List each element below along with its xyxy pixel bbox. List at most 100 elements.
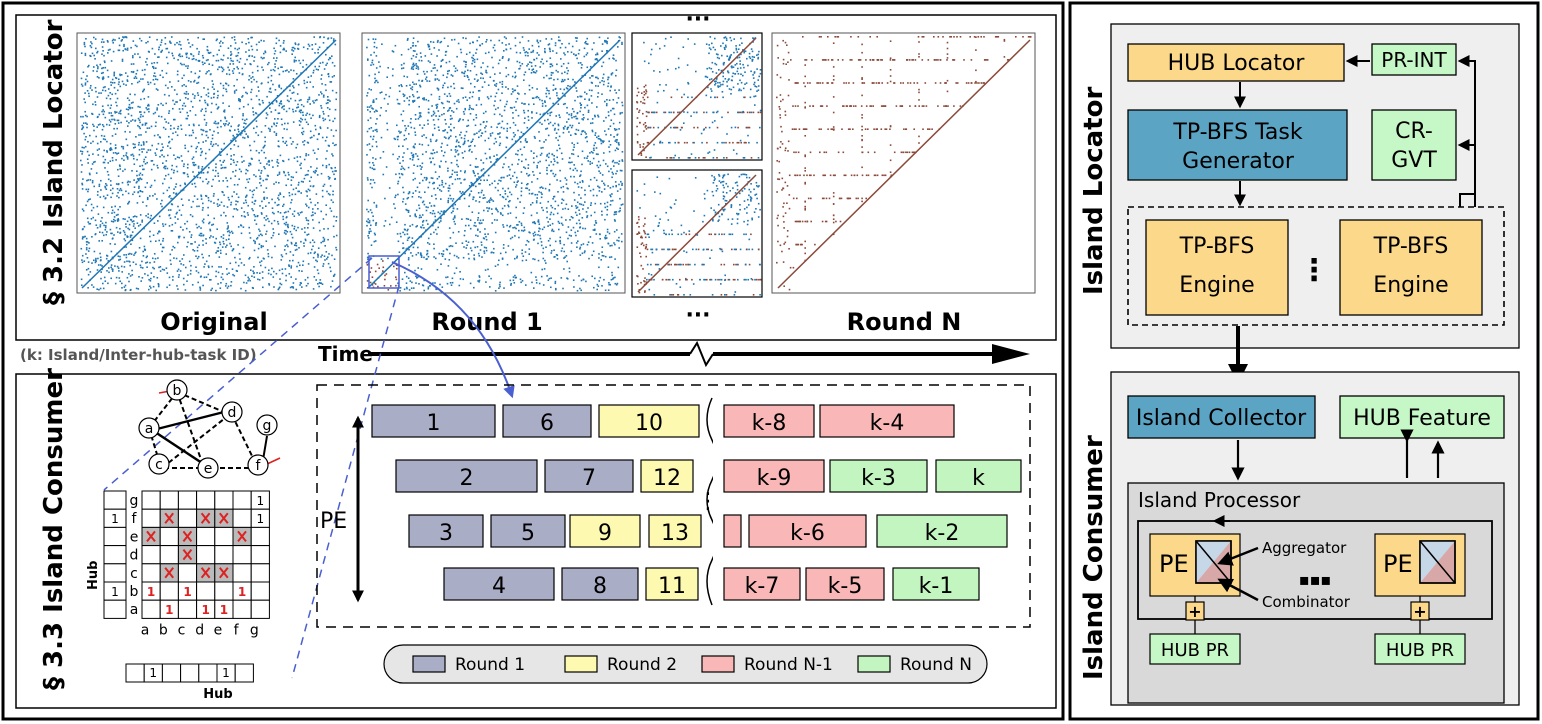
tpbfs-task-generator-line1: TP-BFS Task [1172,120,1302,145]
graph-node-c [148,453,170,475]
legend-swatch [857,655,891,673]
tpbfs-task-generator-box [1127,109,1348,181]
matrix-row-label: a [130,602,139,618]
graph-node-label: b [173,383,182,399]
schedule-cell [876,514,1008,548]
matrix-one: 1 [202,603,210,617]
schedule-cell-label: k-5 [828,574,863,599]
hub-pr-2-label: HUB PR [1386,640,1454,661]
schedule-cell [723,404,815,438]
time-label: Time [318,342,373,366]
schedule-cell-label: 4 [492,574,506,599]
schedule-gap-dots: ⋮ [697,489,719,514]
hub-bottom-value: 1 [222,666,230,680]
graph-node-f [247,454,269,476]
matrix-row-label: b [130,584,139,600]
schedule-cell [645,567,699,601]
schedule-cell-label: k-3 [861,466,896,491]
hub-bottom-value: 1 [149,666,157,680]
schedule-cell-label: k-4 [870,411,905,436]
matrix-one: 1 [220,603,228,617]
schedule-cell-label: 1 [427,411,441,436]
schedule-cell-label: k-2 [925,521,960,546]
matrix-one: 1 [147,585,155,599]
plot-original [76,32,341,294]
hub-left-value: 1 [111,512,119,526]
pr-int-label: PR-INT [1381,48,1447,72]
cr-gvt-line1: CR- [1395,119,1433,144]
hub-locator-box [1127,43,1345,82]
legend-swatch [701,655,735,673]
graph-node-g [256,414,278,436]
cr-gvt-line2: GVT [1391,148,1437,173]
plot-mini-bottom [631,169,763,298]
schedule-cell [648,514,702,548]
schedule-cell [598,404,700,438]
hub-feature-box [1339,395,1505,439]
plot-round-1 [361,32,626,294]
right-locator-side-label: Island Locator [1079,87,1109,295]
island-collector-label: Island Collector [1136,406,1307,431]
pe-1-label: PE [1159,550,1189,578]
graph-node-e [197,457,219,479]
pr-int-box [1371,43,1457,76]
schedule-cell [935,459,1022,493]
schedule-cell-label: 12 [653,466,681,491]
matrix-row-label: c [130,566,138,582]
matrix-row-label: g [130,493,139,509]
matrix-one: 1 [256,494,264,508]
schedule-cell-label: 8 [593,574,607,599]
caption-k: (k: Island/Inter-hub-task ID) [20,346,257,364]
locator-arrows [1234,55,1476,207]
plot-mini-top [631,32,763,161]
matrix-one: 1 [165,603,173,617]
graph-node-label: e [204,461,213,477]
schedule-cell [569,514,641,548]
graph-node-b [166,379,188,401]
schedule-area [316,384,1031,628]
matrix-one: 1 [183,585,191,599]
pe-2-unit [1419,540,1456,584]
graph-node-label: d [228,405,237,421]
schedule-cell-label: k-6 [790,521,825,546]
matrix-col-label: e [214,622,223,638]
graph-node-d [221,401,243,423]
legend-label: Round N-1 [744,655,833,675]
legend-swatch [564,655,598,673]
legend-box [383,644,988,684]
tpbfs-engine-1-line1: TP-BFS [1179,234,1255,259]
schedule-cell-label: k-9 [757,466,792,491]
hub-locator-label: HUB Locator [1168,51,1306,76]
schedule-cell [723,567,801,601]
tpbfs-engine-2-line1: TP-BFS [1373,234,1449,259]
tpbfs-engine-1-line2: Engine [1179,273,1254,298]
legend-label: Round 2 [607,655,677,675]
zoom-box [368,255,400,289]
time-arrow [368,340,1030,368]
locator-side-label: § 3.2 Island Locator [39,19,69,305]
tpbfs-task-generator-line2: Generator [1182,149,1295,174]
schedule-cell [371,404,496,438]
graph-node-label: c [155,457,163,473]
legend-swatch [412,655,446,673]
schedule-cell [408,514,484,548]
matrix-row-label: d [130,548,139,564]
schedule-bars: 1 6 10 k-8 k-4 2 7 12 k-9 k-3 k 3 5 9 13 k-6 k-2 4 8 11 k-7 k… [371,397,1022,608]
schedule-cell [561,567,639,601]
tpbfs-engine-1-box [1145,219,1289,316]
matrix-col-label: g [250,622,259,638]
schedule-cell-label: 6 [540,411,554,436]
schedule-cell-label: k-8 [752,411,787,436]
matrix-col-label: a [141,622,150,638]
hub-pr-1-label: HUB PR [1161,640,1229,661]
plot-label-round-n: Round N [847,308,962,336]
graph-node-label: a [145,421,154,437]
engine-group [1127,206,1505,326]
matrix-row-label: e [130,529,139,545]
graph-node-label: g [263,418,272,434]
schedule-cell-label: 2 [460,466,474,491]
schedule-cell [723,459,825,493]
plot-label-round-1: Round 1 [431,308,542,336]
plot-label-original: Original [160,308,267,336]
